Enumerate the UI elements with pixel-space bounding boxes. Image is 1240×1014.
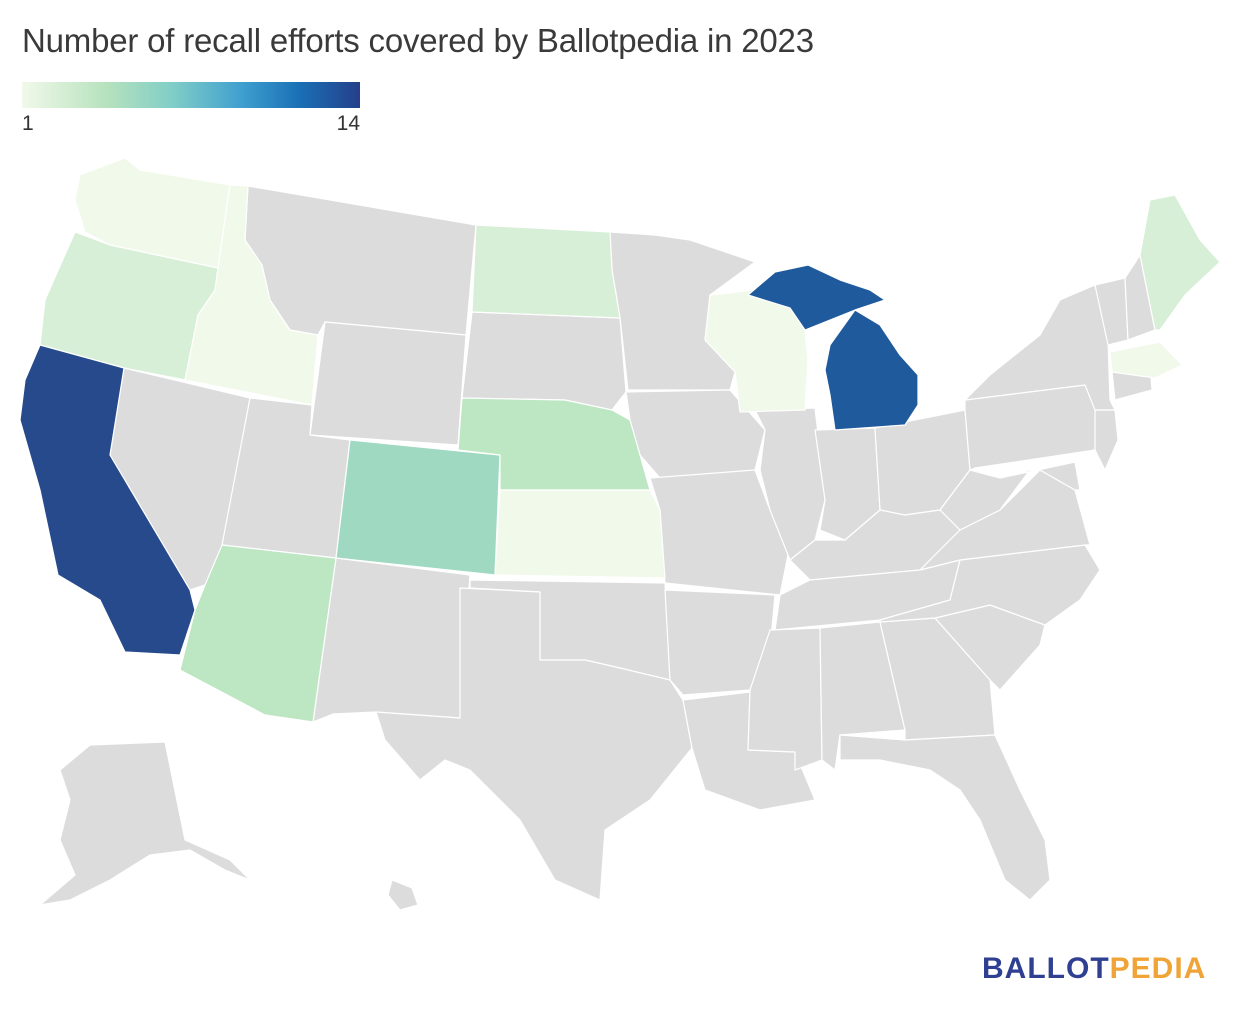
state-arizona[interactable] — [179, 544, 337, 723]
logo-part-ballot: BALLOT — [982, 952, 1110, 985]
ballotpedia-logo: BALLOTPEDIA — [982, 952, 1206, 986]
state-new-jersey[interactable] — [1094, 409, 1119, 471]
chart-title: Number of recall efforts covered by Ball… — [22, 22, 814, 59]
legend-min-label: 1 — [22, 112, 34, 135]
state-california[interactable] — [19, 344, 196, 656]
state-alaska[interactable] — [39, 741, 251, 906]
state-maine[interactable] — [1139, 194, 1221, 331]
state-maryland[interactable] — [999, 461, 1081, 491]
state-massachusetts[interactable] — [1109, 341, 1183, 379]
state-hawaii[interactable] — [387, 879, 419, 911]
state-colorado[interactable] — [335, 439, 501, 576]
legend-labels: 1 14 — [22, 112, 360, 136]
logo-part-pedia: PEDIA — [1109, 952, 1207, 985]
state-texas[interactable] — [375, 587, 693, 901]
state-south-dakota[interactable] — [461, 311, 627, 411]
color-legend: 1 14 — [22, 82, 360, 136]
state-north-dakota[interactable] — [471, 224, 621, 319]
state-kansas[interactable] — [494, 489, 666, 579]
state-idaho[interactable] — [184, 184, 319, 406]
state-new-york[interactable] — [964, 284, 1116, 411]
state-wyoming[interactable] — [309, 321, 467, 446]
state-florida[interactable] — [839, 734, 1051, 901]
state-nebraska[interactable] — [457, 397, 651, 491]
state-michigan-lower[interactable] — [824, 309, 919, 431]
state-michigan-upper[interactable] — [747, 264, 886, 331]
legend-gradient-bar — [22, 82, 360, 108]
legend-max-label: 14 — [336, 112, 360, 135]
state-montana[interactable] — [244, 185, 477, 336]
state-new-mexico[interactable] — [312, 557, 471, 723]
